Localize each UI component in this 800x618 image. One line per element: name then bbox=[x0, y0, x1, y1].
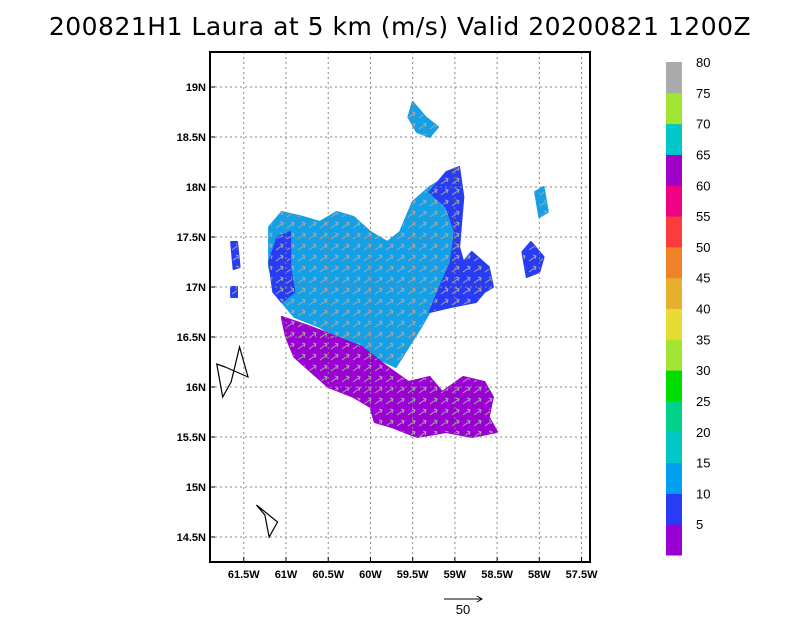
colorbar-label: 5 bbox=[696, 517, 703, 532]
y-tick-label: 17N bbox=[186, 282, 206, 294]
colorbar-swatch bbox=[666, 400, 682, 433]
y-tick-label: 15.5N bbox=[177, 432, 206, 444]
x-tick-label: 58W bbox=[528, 569, 551, 581]
region-arrows-west-fragment-1 bbox=[231, 242, 240, 269]
y-tick-label: 18.5N bbox=[177, 132, 206, 144]
colorbar-label: 35 bbox=[696, 332, 710, 347]
colorbar-swatch bbox=[666, 308, 682, 340]
colorbar-label: 80 bbox=[696, 55, 710, 70]
plot-frame bbox=[209, 51, 591, 563]
region-arrows-west-fragment-2 bbox=[231, 287, 237, 297]
chart-title: 200821H1 Laura at 5 km (m/s) Valid 20200… bbox=[48, 12, 752, 41]
colorbar-label: 65 bbox=[696, 147, 710, 162]
region-arrows-far-east-fragment bbox=[535, 187, 548, 217]
x-tick-label: 61W bbox=[275, 569, 298, 581]
colorbar-label: 10 bbox=[696, 486, 710, 501]
y-tick-label: 18N bbox=[186, 182, 206, 194]
coastline-martinique bbox=[255, 504, 279, 539]
region-arrows-western-band bbox=[269, 232, 295, 302]
region-arrows-southern-region bbox=[281, 317, 498, 437]
colorbar-swatch bbox=[666, 277, 682, 309]
x-tick-label: 61.5W bbox=[228, 569, 260, 581]
x-tick-label: 59W bbox=[444, 569, 467, 581]
colorbar-label: 40 bbox=[696, 302, 710, 317]
y-tick-label: 16.5N bbox=[177, 332, 206, 344]
reference-arrow-head bbox=[476, 595, 483, 603]
colorbar-swatch bbox=[666, 62, 682, 94]
colorbar-label: 55 bbox=[696, 209, 710, 224]
colorbar-swatch bbox=[666, 370, 682, 402]
region-arrows-northern-core bbox=[269, 172, 464, 367]
coastline-guadeloupe bbox=[215, 344, 249, 399]
x-tick-label: 57.5W bbox=[566, 569, 598, 581]
colorbar-label: 75 bbox=[696, 86, 710, 101]
y-tick-label: 16N bbox=[186, 382, 206, 394]
colorbar-label: 25 bbox=[696, 394, 710, 409]
region-arrows-eastern-band bbox=[429, 167, 493, 312]
colorbar-label: 30 bbox=[696, 363, 710, 378]
x-tick-label: 58.5W bbox=[481, 569, 513, 581]
x-tick-label: 60W bbox=[359, 569, 382, 581]
colorbar-label: 70 bbox=[696, 117, 710, 132]
colorbar-swatch bbox=[666, 185, 682, 217]
wind-reference-vector: 50 bbox=[444, 595, 483, 617]
colorbar-label: 15 bbox=[696, 456, 710, 471]
wind-speed-regions bbox=[230, 101, 549, 438]
y-axis-ticks: 19N 18.5N 18N 17.5N 17N 16.5N 16N 15.5N 15N 14.5N bbox=[177, 82, 215, 544]
colorbar-swatch bbox=[666, 216, 682, 248]
grid-lines bbox=[210, 52, 590, 562]
region-arrows-northeast-fragment bbox=[408, 102, 438, 137]
colorbar-label: 60 bbox=[696, 178, 710, 193]
colorbar: 5 10 15 20 25 30 35 40 45 50 55 60 65 70 75 80 bbox=[666, 55, 710, 556]
colorbar-label: 45 bbox=[696, 271, 710, 286]
y-tick-label: 14.5N bbox=[177, 532, 206, 544]
colorbar-swatch bbox=[666, 154, 682, 186]
colorbar-swatch bbox=[666, 431, 682, 464]
colorbar-label: 20 bbox=[696, 425, 710, 440]
colorbar-swatch bbox=[666, 493, 682, 525]
region-arrows-east-fragment bbox=[522, 242, 544, 277]
x-tick-label: 60.5W bbox=[312, 569, 344, 581]
colorbar-label: 50 bbox=[696, 240, 710, 255]
colorbar-swatch bbox=[666, 524, 682, 556]
colorbar-swatch bbox=[666, 462, 682, 494]
y-tick-label: 15N bbox=[186, 482, 206, 494]
colorbar-swatch bbox=[666, 246, 682, 279]
x-axis-ticks: 61.5W 61W 60.5W 60W 59.5W 59W 58.5W 58W 57.5W bbox=[228, 557, 598, 581]
colorbar-swatch bbox=[666, 92, 682, 125]
coastlines bbox=[215, 344, 279, 539]
x-tick-label: 59.5W bbox=[397, 569, 429, 581]
reference-vector-label: 50 bbox=[456, 602, 470, 617]
y-tick-label: 17.5N bbox=[177, 232, 206, 244]
colorbar-swatch bbox=[666, 339, 682, 371]
colorbar-swatch bbox=[666, 123, 682, 155]
y-tick-label: 19N bbox=[186, 82, 206, 94]
